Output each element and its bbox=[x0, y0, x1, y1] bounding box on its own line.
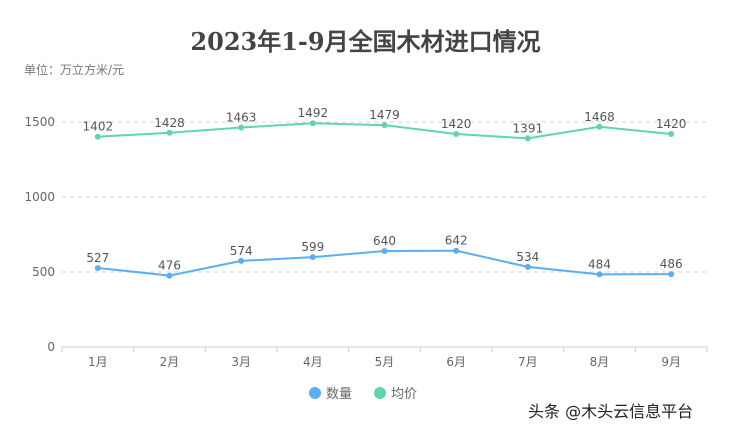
data-label: 484 bbox=[588, 257, 611, 271]
x-tick-label: 7月 bbox=[518, 355, 538, 369]
data-label: 1468 bbox=[584, 110, 615, 124]
x-tick-label: 6月 bbox=[446, 355, 466, 369]
chart-title: 2023年1-9月全国木材进口情况 bbox=[190, 27, 541, 56]
data-point bbox=[453, 131, 460, 137]
data-point bbox=[309, 254, 316, 261]
y-tick-label: 1000 bbox=[24, 190, 55, 204]
legend-marker[interactable] bbox=[309, 387, 321, 399]
data-point bbox=[524, 135, 531, 142]
data-label: 642 bbox=[445, 234, 468, 248]
data-label: 1463 bbox=[226, 111, 257, 125]
data-label: 574 bbox=[230, 244, 253, 258]
data-point bbox=[166, 129, 173, 136]
y-tick-label: 500 bbox=[32, 265, 55, 279]
data-label: 1420 bbox=[441, 117, 472, 131]
y-tick-label: 0 bbox=[47, 340, 55, 354]
data-point bbox=[309, 120, 316, 127]
data-label: 486 bbox=[660, 257, 683, 271]
y-axis-unit-label: 单位：万立方米/元 bbox=[24, 63, 125, 77]
data-label: 534 bbox=[516, 250, 539, 264]
data-point bbox=[596, 271, 603, 278]
data-label: 1428 bbox=[154, 116, 185, 130]
watermark: 头条 @木头云信息平台 bbox=[528, 402, 694, 421]
data-point bbox=[238, 257, 245, 264]
data-label: 599 bbox=[301, 240, 324, 254]
data-label: 1391 bbox=[513, 121, 544, 135]
x-tick-label: 9月 bbox=[661, 355, 681, 369]
data-point bbox=[596, 123, 603, 130]
x-tick-label: 1月 bbox=[88, 355, 108, 369]
legend-label[interactable]: 均价 bbox=[391, 387, 417, 402]
data-label: 476 bbox=[158, 259, 181, 273]
data-label: 1479 bbox=[369, 108, 400, 122]
data-point bbox=[166, 272, 173, 279]
x-tick-label: 2月 bbox=[160, 355, 180, 369]
data-label: 1402 bbox=[83, 120, 114, 134]
data-point bbox=[381, 248, 388, 254]
legend-label[interactable]: 数量 bbox=[326, 387, 352, 402]
data-label: 527 bbox=[86, 251, 109, 265]
x-tick-label: 8月 bbox=[590, 355, 610, 369]
data-label: 1420 bbox=[656, 117, 687, 131]
data-point bbox=[381, 122, 388, 129]
data-point bbox=[668, 271, 675, 278]
y-tick-label: 1500 bbox=[24, 115, 55, 129]
data-point bbox=[94, 264, 101, 271]
x-tick-label: 5月 bbox=[375, 355, 395, 369]
x-tick-label: 4月 bbox=[303, 355, 323, 369]
data-label: 1492 bbox=[298, 106, 329, 120]
data-label: 640 bbox=[373, 234, 396, 248]
data-point bbox=[94, 133, 101, 140]
data-point bbox=[238, 124, 245, 131]
data-point bbox=[524, 263, 531, 270]
data-point bbox=[668, 131, 675, 137]
legend-marker[interactable] bbox=[374, 387, 386, 399]
x-tick-label: 3月 bbox=[231, 355, 251, 369]
data-point bbox=[453, 247, 460, 254]
